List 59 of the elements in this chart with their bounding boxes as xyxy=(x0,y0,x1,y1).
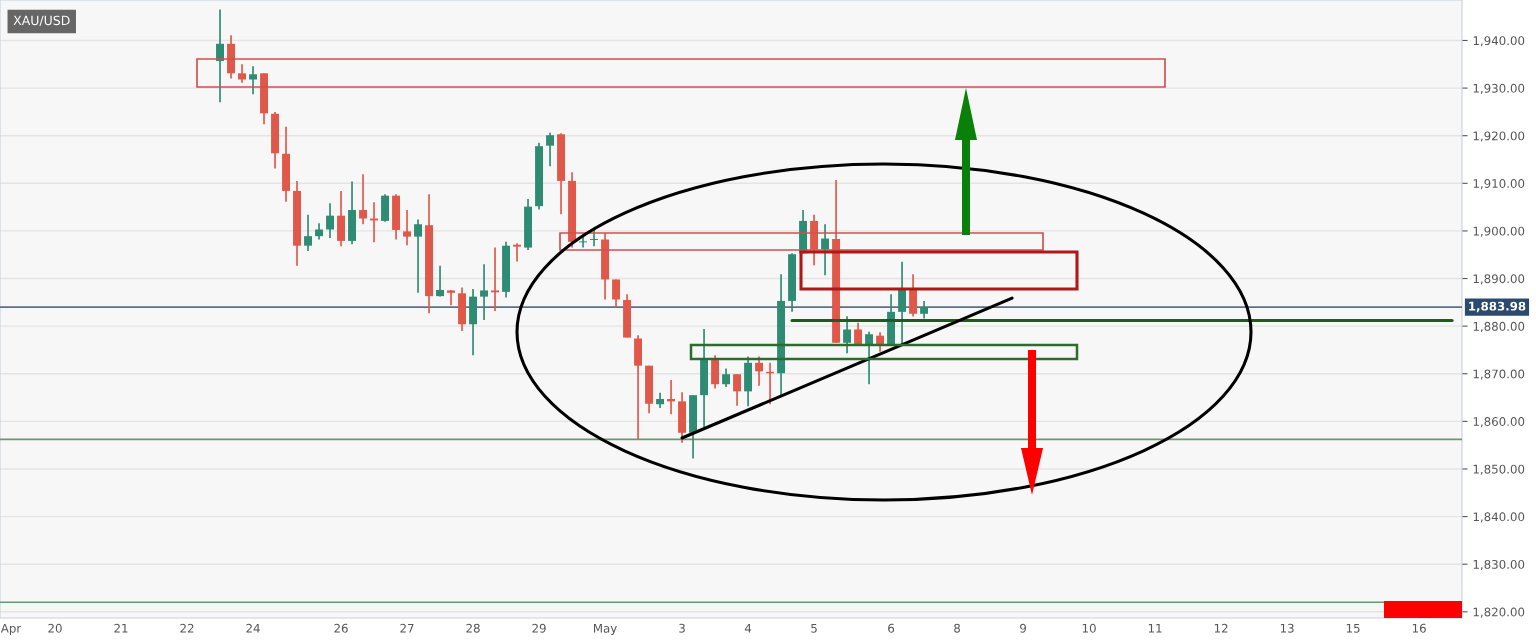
x-tick-label: 6 xyxy=(888,623,895,633)
y-tick-label: 1,940.00 xyxy=(1473,36,1525,47)
x-tick-label: 22 xyxy=(180,623,194,633)
candlestick xyxy=(403,209,411,247)
text: XAU/USD xyxy=(13,15,70,27)
candlestick xyxy=(436,264,444,298)
candlestick xyxy=(414,218,422,294)
x-tick-label: 27 xyxy=(400,623,414,633)
candlestick xyxy=(513,242,521,263)
y-tick-label: 1,830.00 xyxy=(1473,559,1525,571)
y-tick-label: 1,820.00 xyxy=(1473,607,1525,618)
y-tick-label: 1,900.00 xyxy=(1473,226,1525,237)
x-tick-label: 26 xyxy=(334,623,348,633)
candlestick xyxy=(326,202,334,239)
x-tick-label: 16 xyxy=(1412,623,1426,633)
candlestick xyxy=(249,65,257,96)
x-tick-label: 11 xyxy=(1148,623,1162,633)
y-tick-label: 1,870.00 xyxy=(1473,369,1525,380)
x-tick-label: 12 xyxy=(1214,623,1228,633)
x-tick-label: 4 xyxy=(744,623,752,633)
x-tick-label: 20 xyxy=(48,623,62,633)
candlestick xyxy=(480,263,488,321)
ref-line-label: 1,883.98 xyxy=(1469,301,1526,313)
x-tick-label: 13 xyxy=(1280,623,1294,633)
x-tick-label: 10 xyxy=(1082,623,1096,633)
candlestick xyxy=(612,278,620,309)
candlestick xyxy=(755,355,764,387)
x-tick-label: 9 xyxy=(1020,623,1026,633)
candlestick xyxy=(722,367,731,388)
y-tick-label: 1,880.00 xyxy=(1473,321,1525,332)
candlestick xyxy=(491,246,499,312)
candlestick xyxy=(447,289,455,307)
candlestick xyxy=(821,223,830,277)
y-tick-label: 1,850.00 xyxy=(1473,464,1525,475)
candlestick xyxy=(733,373,742,407)
x-tick-label: May xyxy=(594,623,617,635)
x-tick-label: 15 xyxy=(1346,623,1360,633)
candlestick xyxy=(909,273,918,318)
x-tick-label: 3 xyxy=(679,623,685,633)
candlestick xyxy=(359,173,367,226)
candlestick xyxy=(304,213,312,252)
x-tick-label: 24 xyxy=(246,623,260,633)
y-tick-label: 1,920.00 xyxy=(1473,131,1525,142)
candlestick xyxy=(579,235,587,249)
y-tick-label: 1,860.00 xyxy=(1473,417,1525,428)
x-tick-label: 28 xyxy=(466,623,480,633)
x-tick-label: Apr xyxy=(0,623,22,635)
x-tick-label: 29 xyxy=(532,623,546,633)
y-tick-label: 1,910.00 xyxy=(1473,179,1525,190)
candlestick xyxy=(546,132,554,167)
x-tick-label: 21 xyxy=(114,623,128,633)
x-tick-label: 5 xyxy=(811,623,817,633)
y-tick-label: 1,930.00 xyxy=(1473,83,1525,94)
candlestick xyxy=(238,63,246,84)
candlestick xyxy=(865,331,874,386)
y-tick-label: 1,840.00 xyxy=(1473,512,1525,523)
candlestick xyxy=(843,315,852,355)
y-tick-label: 1,890.00 xyxy=(1473,274,1525,285)
x-tick-label: 8 xyxy=(954,623,961,633)
